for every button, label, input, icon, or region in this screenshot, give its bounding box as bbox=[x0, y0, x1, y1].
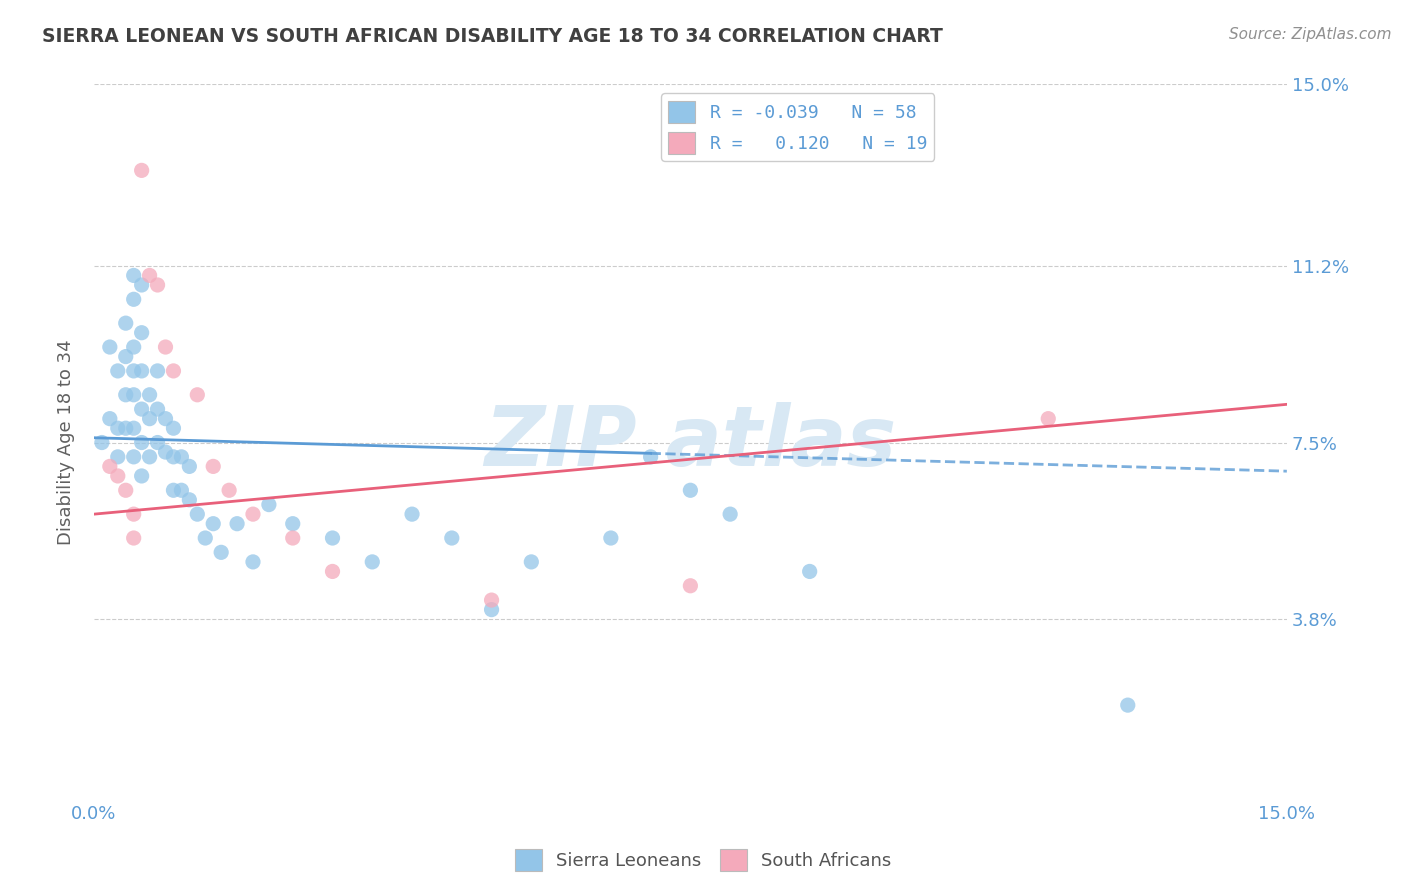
Point bbox=[122, 364, 145, 378]
Point bbox=[146, 277, 169, 292]
Point bbox=[131, 163, 153, 178]
Point bbox=[679, 579, 702, 593]
Point bbox=[202, 459, 225, 474]
Point bbox=[122, 531, 145, 545]
Point bbox=[90, 435, 112, 450]
Point bbox=[107, 364, 129, 378]
Point bbox=[131, 326, 153, 340]
Point bbox=[170, 483, 193, 498]
Point bbox=[131, 364, 153, 378]
Point bbox=[170, 450, 193, 464]
Point bbox=[1038, 411, 1060, 425]
Point bbox=[162, 364, 184, 378]
Point bbox=[114, 316, 136, 330]
Point bbox=[98, 340, 121, 354]
Point bbox=[718, 507, 741, 521]
Point bbox=[281, 531, 304, 545]
Point bbox=[114, 388, 136, 402]
Legend: R = -0.039   N = 58, R =   0.120   N = 19: R = -0.039 N = 58, R = 0.120 N = 19 bbox=[661, 94, 935, 161]
Point bbox=[520, 555, 543, 569]
Point bbox=[155, 411, 177, 425]
Point bbox=[481, 602, 503, 616]
Point bbox=[179, 459, 201, 474]
Point bbox=[281, 516, 304, 531]
Text: SIERRA LEONEAN VS SOUTH AFRICAN DISABILITY AGE 18 TO 34 CORRELATION CHART: SIERRA LEONEAN VS SOUTH AFRICAN DISABILI… bbox=[42, 27, 943, 45]
Point bbox=[107, 450, 129, 464]
Point bbox=[114, 483, 136, 498]
Point bbox=[162, 450, 184, 464]
Point bbox=[162, 421, 184, 435]
Point bbox=[146, 435, 169, 450]
Point bbox=[186, 507, 208, 521]
Point bbox=[321, 565, 343, 579]
Point bbox=[202, 516, 225, 531]
Point bbox=[122, 421, 145, 435]
Point bbox=[146, 402, 169, 417]
Text: Source: ZipAtlas.com: Source: ZipAtlas.com bbox=[1229, 27, 1392, 42]
Point bbox=[122, 268, 145, 283]
Point bbox=[361, 555, 384, 569]
Point bbox=[114, 421, 136, 435]
Point bbox=[257, 498, 280, 512]
Point bbox=[218, 483, 240, 498]
Point bbox=[440, 531, 463, 545]
Point bbox=[122, 388, 145, 402]
Point bbox=[114, 350, 136, 364]
Point bbox=[242, 555, 264, 569]
Point bbox=[138, 268, 160, 283]
Point bbox=[122, 293, 145, 307]
Point bbox=[131, 469, 153, 483]
Point bbox=[98, 411, 121, 425]
Point bbox=[186, 388, 208, 402]
Point bbox=[155, 445, 177, 459]
Point bbox=[1116, 698, 1139, 713]
Legend: Sierra Leoneans, South Africans: Sierra Leoneans, South Africans bbox=[508, 842, 898, 879]
Point bbox=[179, 492, 201, 507]
Point bbox=[640, 450, 662, 464]
Point bbox=[481, 593, 503, 607]
Point bbox=[194, 531, 217, 545]
Point bbox=[146, 364, 169, 378]
Point bbox=[679, 483, 702, 498]
Point bbox=[138, 388, 160, 402]
Point bbox=[131, 402, 153, 417]
Point bbox=[107, 421, 129, 435]
Point bbox=[122, 507, 145, 521]
Point bbox=[131, 435, 153, 450]
Point bbox=[138, 411, 160, 425]
Point bbox=[122, 340, 145, 354]
Point bbox=[122, 450, 145, 464]
Point bbox=[599, 531, 621, 545]
Point bbox=[321, 531, 343, 545]
Point bbox=[107, 469, 129, 483]
Point bbox=[799, 565, 821, 579]
Point bbox=[131, 277, 153, 292]
Point bbox=[162, 483, 184, 498]
Point bbox=[226, 516, 249, 531]
Point bbox=[138, 450, 160, 464]
Point bbox=[242, 507, 264, 521]
Y-axis label: Disability Age 18 to 34: Disability Age 18 to 34 bbox=[58, 340, 75, 545]
Point bbox=[155, 340, 177, 354]
Point bbox=[401, 507, 423, 521]
Text: ZIP atlas: ZIP atlas bbox=[484, 402, 897, 483]
Point bbox=[209, 545, 232, 559]
Point bbox=[98, 459, 121, 474]
